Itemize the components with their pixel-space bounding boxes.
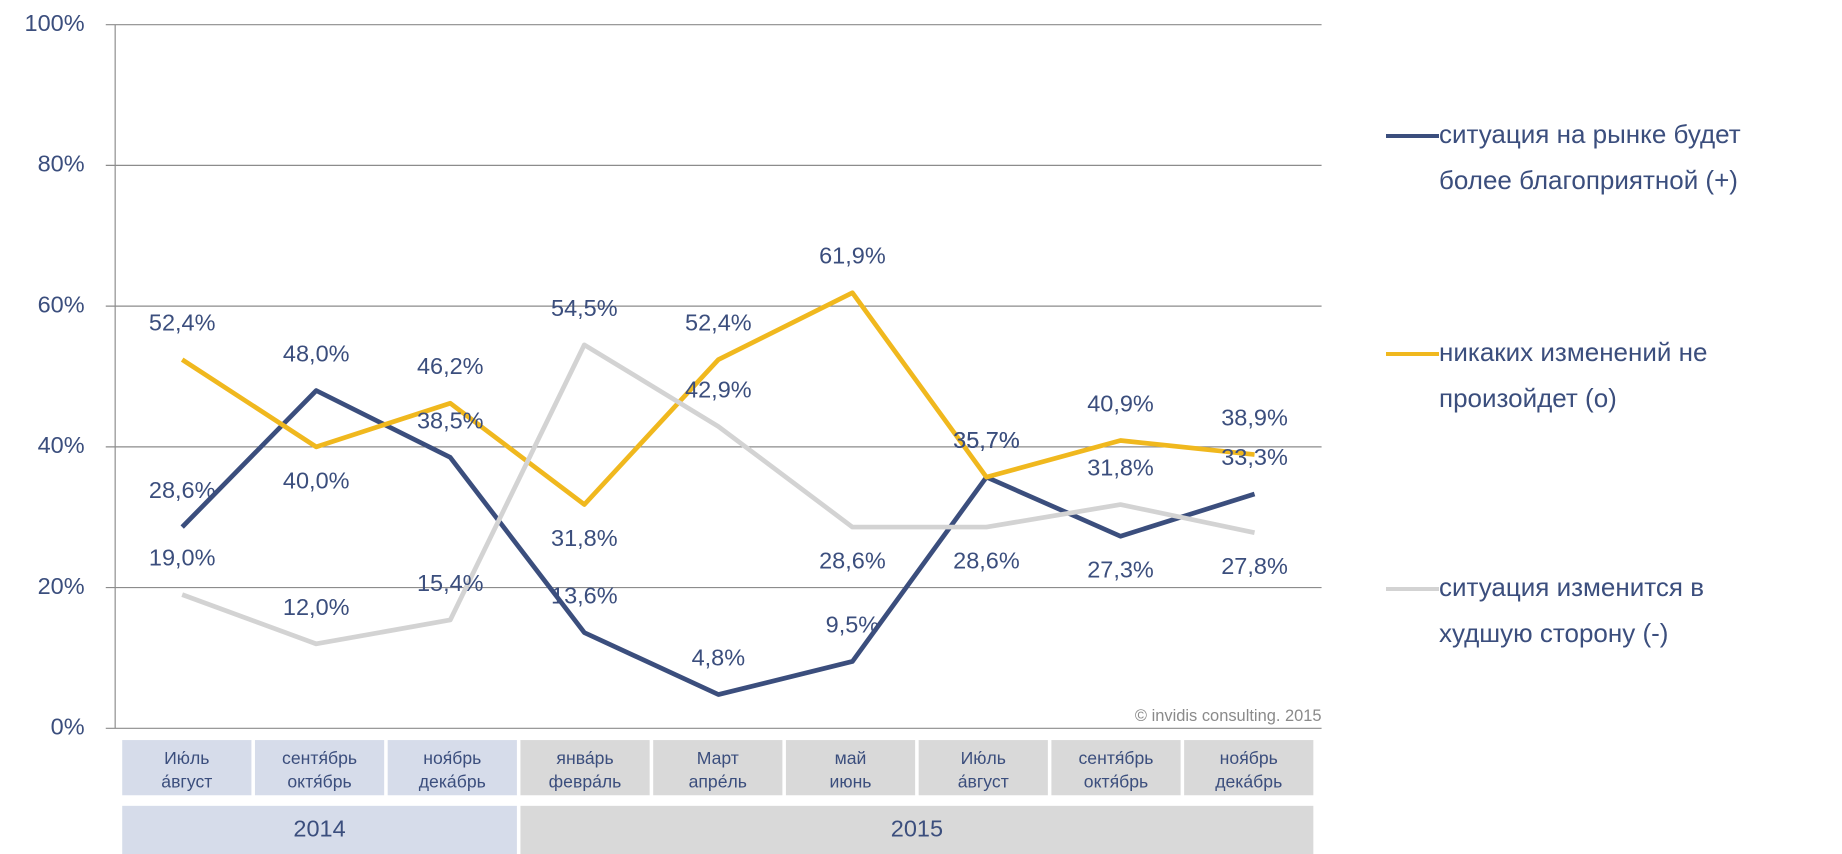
data-label: 52,4%: [149, 310, 216, 336]
x-tick-line: ноя́брь: [1220, 748, 1278, 768]
x-tick-line: ноя́брь: [423, 748, 481, 768]
data-label: 9,5%: [826, 611, 880, 637]
x-tick-label: Март апре́ль: [689, 748, 747, 791]
x-tick-line: сентя́брь: [282, 748, 357, 768]
x-tick-line: октя́брь: [287, 771, 351, 791]
category-cell: [785, 740, 916, 796]
x-tick-label: ноя́брь дека́брь: [419, 748, 486, 791]
data-label: 31,8%: [1087, 455, 1154, 481]
category-cell: [1051, 740, 1181, 796]
data-label: 12,0%: [283, 594, 350, 620]
x-tick-line: а́вгуст: [161, 771, 212, 791]
x-tick-line: февра́ль: [549, 771, 622, 791]
data-label: 27,8%: [1221, 553, 1288, 579]
data-label: 31,8%: [551, 525, 618, 551]
x-tick-line: янва́рь: [556, 748, 613, 768]
x-tick-label: май июнь: [830, 748, 872, 791]
series-line: [180, 290, 1255, 507]
x-tick-line: Ию́ль: [164, 748, 209, 768]
x-tick-line: а́вгуст: [958, 771, 1009, 791]
data-label: 19,0%: [149, 545, 216, 571]
legend-item: ситуация изменится в худшую сторону (-): [1386, 572, 1789, 656]
x-tick-line: июнь: [830, 771, 872, 791]
legend-label: ситуация изменится в худшую сторону (-): [1439, 572, 1705, 648]
data-label: 46,2%: [417, 353, 484, 379]
category-cell: [387, 740, 517, 796]
data-label: 48,0%: [283, 341, 350, 367]
y-tick-label: 20%: [38, 573, 85, 599]
data-label: 28,6%: [149, 477, 216, 503]
category-cell: [918, 740, 1048, 796]
x-tick-line: дека́брь: [419, 771, 486, 791]
data-label: 28,6%: [819, 548, 886, 574]
x-tick-line: дека́брь: [1215, 771, 1282, 791]
x-tick-line: Ию́ль: [961, 748, 1006, 768]
data-label: 42,9%: [685, 376, 752, 402]
data-label: 33,3%: [1221, 444, 1288, 470]
data-label: 35,7%: [953, 427, 1020, 453]
x-tick-label: ноя́брь дека́брь: [1215, 748, 1282, 791]
legend-label: никаких изменений не произойдет (o): [1439, 337, 1708, 413]
category-cell: [520, 740, 650, 796]
data-label: 38,5%: [417, 407, 484, 433]
legend-swatch: [1386, 352, 1439, 356]
y-tick-label: 100%: [25, 10, 85, 36]
data-label: 40,9%: [1087, 390, 1154, 416]
data-label: 61,9%: [819, 243, 886, 269]
legend-swatch: [1386, 134, 1439, 138]
category-cell: [1184, 740, 1314, 796]
x-tick-label: сентя́брь октя́брь: [282, 748, 357, 791]
x-tick-label: янва́рь февра́ль: [549, 748, 622, 791]
data-label: 35,7%: [953, 427, 1020, 453]
x-tick-line: сентя́брь: [1079, 748, 1154, 768]
y-tick-label: 80%: [38, 151, 85, 177]
data-label: 27,3%: [1087, 557, 1154, 583]
x-tick-line: май: [835, 748, 867, 768]
data-label: 54,5%: [551, 295, 618, 321]
legend-item: ситуация на рынке будет более благоприят…: [1386, 119, 1789, 203]
legend-item: никаких изменений не произойдет (o): [1386, 337, 1789, 421]
y-tick-label: 40%: [38, 432, 85, 458]
x-tick-label: сентя́брь октя́брь: [1079, 748, 1154, 791]
x-tick-line: Март: [697, 748, 739, 768]
data-label: 15,4%: [417, 570, 484, 596]
y-tick-label: 0%: [51, 714, 85, 740]
category-cell: [122, 740, 252, 796]
data-label: 38,9%: [1221, 405, 1288, 431]
copyright: © invidis consulting. 2015: [1135, 707, 1322, 725]
x-tick-line: октя́брь: [1084, 771, 1148, 791]
x-tick-line: апре́ль: [689, 771, 747, 791]
legend-swatch: [1386, 587, 1439, 591]
data-label: 4,8%: [692, 644, 746, 670]
data-label: 13,6%: [551, 583, 618, 609]
year-cell: [122, 805, 517, 854]
data-label: 52,4%: [685, 310, 752, 336]
series-line: [180, 388, 1256, 697]
x-tick-label: Ию́ль а́вгуст: [958, 748, 1009, 791]
year-cell: [520, 805, 1314, 854]
year-label: 2014: [293, 816, 345, 842]
data-label: 28,6%: [953, 548, 1020, 574]
y-tick-label: 60%: [38, 291, 85, 317]
x-tick-label: Ию́ль а́вгуст: [161, 748, 212, 791]
category-cell: [254, 740, 385, 796]
category-cell: [653, 740, 783, 796]
series-line: [181, 342, 1256, 647]
year-label: 2015: [891, 816, 943, 842]
data-label: 40,0%: [283, 467, 350, 493]
legend-label: ситуация на рынке будет более благоприят…: [1439, 119, 1741, 195]
